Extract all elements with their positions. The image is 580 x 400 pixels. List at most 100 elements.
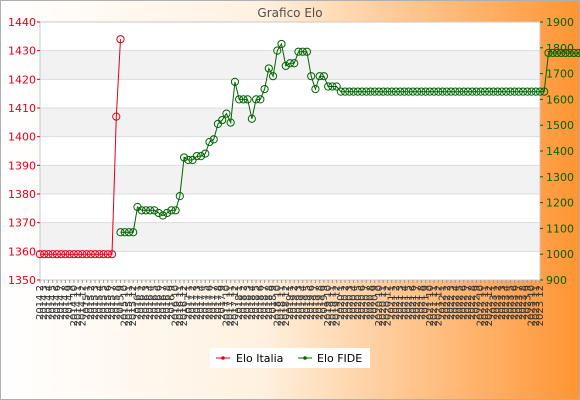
data-point-elo-fide [328, 82, 337, 91]
x-tick-label: 2015 7 [107, 285, 118, 320]
x-tick-label: 2019 11 [327, 285, 338, 326]
y-left-tick-label: 1430 [8, 45, 36, 58]
x-tick-label: 2020 6 [357, 285, 368, 320]
x-tick-label: 2016 9 [166, 285, 177, 320]
data-point-elo-fide [256, 95, 265, 104]
data-point-elo-fide [391, 87, 401, 96]
y-left-tick-label: 1350 [8, 274, 36, 287]
x-tick-label: 2016 2 [137, 285, 148, 320]
data-point-elo-fide [302, 47, 312, 56]
data-point-elo-fide [167, 206, 176, 215]
data-point-elo-fide [383, 87, 392, 96]
x-tick-label: 2015 1 [82, 285, 93, 320]
x-tick-label: 2014 5 [48, 285, 59, 320]
data-point-elo-fide [247, 114, 256, 123]
data-point-elo-fide [527, 87, 536, 96]
y-left-tick-label: 1410 [8, 102, 36, 115]
x-tick-label: 2018 6 [255, 285, 266, 320]
x-tick-label: 2015 9 [116, 285, 127, 320]
grid-band [40, 222, 540, 252]
data-point-elo-fide [485, 87, 494, 96]
x-tick-label: 2022 8 [467, 285, 478, 320]
y-left-tick-label: 1420 [8, 73, 36, 86]
data-point-elo-fide [218, 115, 227, 125]
x-tick-label: 2015 2 [86, 285, 97, 320]
data-point-elo-fide [184, 155, 193, 165]
x-tick-label: 2015 12 [128, 285, 139, 326]
x-tick-label: 2022 1 [438, 285, 449, 320]
x-tick-label: 2021 9 [421, 285, 432, 320]
data-point-elo-fide [171, 206, 180, 215]
legend: Elo Italia Elo FIDE [210, 348, 370, 368]
x-tick-label: 2014 3 [39, 285, 50, 320]
data-point-elo-fide [357, 87, 367, 96]
x-tick-label: 2020 12 [382, 285, 393, 326]
data-point-elo-fide [192, 152, 201, 161]
data-point-elo-fide [446, 87, 456, 96]
data-point-elo-fide [578, 49, 580, 57]
data-point-elo-fide [523, 87, 532, 96]
x-tick-label: 2014 9 [65, 285, 76, 320]
x-tick-label: 2016 12 [179, 285, 190, 326]
data-point-elo-fide [120, 228, 129, 237]
x-tick-label: 2020 7 [361, 285, 372, 320]
x-tick-label: 2016 10 [171, 285, 182, 326]
legend-label-elo-italia: Elo Italia [236, 352, 283, 365]
data-point-elo-fide [175, 192, 184, 201]
data-point-elo-fide [239, 95, 248, 104]
data-point-elo-fide [226, 118, 235, 127]
x-tick-label: 2022 5 [454, 285, 465, 320]
data-point-elo-fide [315, 72, 324, 81]
data-point-elo-fide [459, 87, 468, 96]
x-tick-label: 2021 1 [387, 285, 398, 320]
x-tick-label: 2017 10 [221, 285, 232, 326]
x-tick-label: 2014 11 [73, 285, 84, 326]
data-point-elo-fide [124, 228, 134, 237]
y-right-tick-label: 900 [546, 274, 567, 287]
x-tick-label: 2018 7 [260, 285, 271, 320]
data-point-elo-fide [455, 87, 464, 96]
x-tick-label: 2018 8 [264, 285, 275, 320]
x-tick-label: 2017 12 [230, 285, 241, 326]
data-point-elo-fide [413, 87, 422, 96]
x-tick-label: 2023 12 [535, 285, 546, 326]
y-right-tick-label: 1700 [546, 68, 574, 81]
data-point-elo-fide [150, 206, 159, 215]
data-point-elo-italia [44, 250, 53, 259]
data-point-elo-fide [158, 211, 167, 220]
data-point-elo-italia [82, 250, 91, 259]
x-tick-label: 2023 4 [501, 285, 512, 320]
data-point-elo-italia [69, 250, 78, 259]
data-point-elo-fide [205, 137, 214, 147]
data-point-elo-fide [277, 39, 286, 49]
x-tick-label: 2014 4 [43, 285, 54, 320]
data-point-elo-fide [332, 82, 341, 91]
x-tick-label: 2017 6 [204, 285, 215, 320]
data-point-elo-fide [230, 77, 240, 86]
x-tick-label: 2022 2 [442, 285, 453, 320]
x-tick-label: 2017 11 [226, 285, 237, 326]
data-point-elo-italia [57, 250, 66, 259]
data-point-elo-fide [569, 48, 578, 58]
x-tick-label: 2021 11 [429, 285, 440, 326]
x-tick-label: 2021 2 [391, 285, 402, 320]
x-tick-label: 2022 12 [484, 285, 495, 326]
x-tick-label: 2014 10 [69, 285, 80, 326]
y-left-tick-label: 1380 [8, 188, 36, 201]
data-point-elo-italia [90, 250, 100, 259]
x-tick-label: 2014 12 [77, 285, 88, 326]
y-left-tick-label: 1390 [8, 159, 36, 172]
chart-title: Grafico Elo [257, 6, 322, 20]
data-point-elo-fide [273, 46, 282, 55]
x-tick-label: 2022 7 [463, 285, 474, 320]
data-point-elo-fide [370, 87, 379, 96]
x-tick-label: 2018 1 [234, 285, 245, 320]
x-tick-label: 2017 8 [213, 285, 224, 320]
x-tick-label: 2021 8 [416, 285, 427, 320]
data-point-elo-fide [137, 206, 146, 215]
x-tick-label: 2017 1 [183, 285, 194, 320]
data-point-elo-italia [95, 250, 104, 259]
data-point-elo-fide [285, 59, 295, 68]
x-tick-label: 2015 8 [111, 285, 122, 320]
data-point-elo-fide [510, 87, 519, 96]
